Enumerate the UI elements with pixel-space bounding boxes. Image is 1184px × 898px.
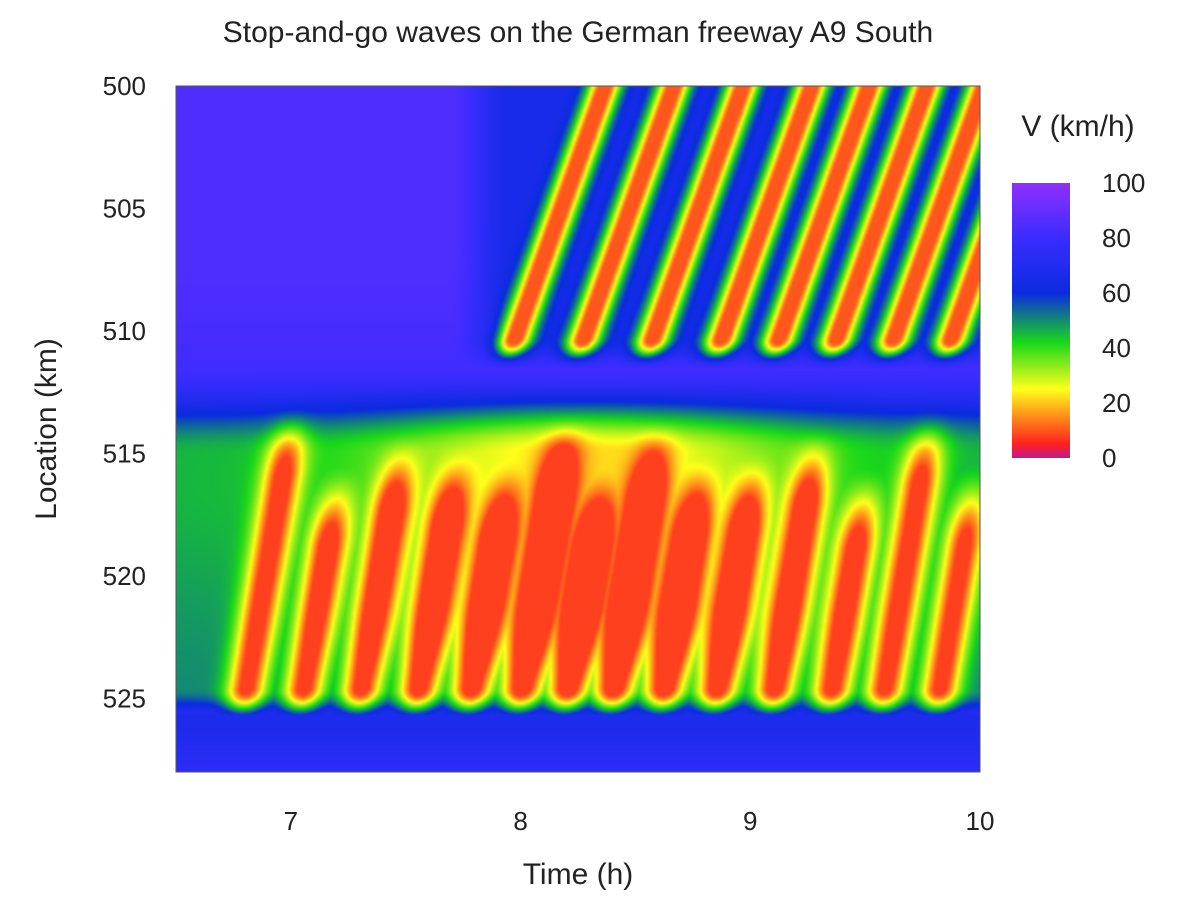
x-tick-label: 8 — [513, 806, 527, 836]
colorbar-tick-label: 40 — [1102, 333, 1131, 363]
y-tick-label: 520 — [103, 561, 146, 591]
y-axis-title: Location (km) — [30, 338, 63, 520]
x-axis-ticks: 7 8 9 10 — [284, 806, 995, 836]
colorbar-tick-label: 100 — [1102, 168, 1145, 198]
colorbar-bar — [1012, 183, 1070, 458]
colorbar-tick-label: 80 — [1102, 223, 1131, 253]
colorbar-tick-label: 0 — [1102, 443, 1116, 473]
colorbar-title: V (km/h) — [1021, 110, 1134, 143]
y-tick-label: 510 — [103, 316, 146, 346]
x-axis-title: Time (h) — [523, 858, 634, 891]
colorbar-ticks: 100 80 60 40 20 0 — [1102, 168, 1145, 473]
chart-title: Stop-and-go waves on the German freeway … — [223, 16, 933, 49]
y-axis-ticks: 500 505 510 515 520 525 — [103, 71, 146, 714]
x-tick-label: 10 — [966, 806, 995, 836]
heatmap-area — [175, 85, 981, 773]
colorbar: V (km/h) 100 80 60 40 20 0 — [1012, 110, 1145, 473]
y-tick-label: 505 — [103, 194, 146, 224]
y-tick-label: 500 — [103, 71, 146, 101]
colorbar-tick-label: 20 — [1102, 388, 1131, 418]
x-tick-label: 7 — [284, 806, 298, 836]
y-tick-label: 515 — [103, 439, 146, 469]
heatmap-image — [176, 86, 980, 772]
x-tick-label: 9 — [743, 806, 757, 836]
y-tick-label: 525 — [103, 684, 146, 714]
plot-frame — [175, 85, 981, 773]
colorbar-tick-label: 60 — [1102, 278, 1131, 308]
